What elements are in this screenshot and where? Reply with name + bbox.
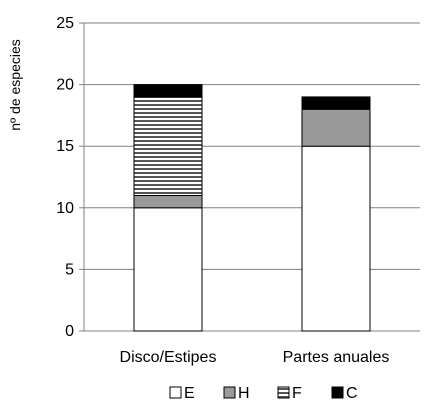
legend-swatch-h — [223, 386, 236, 399]
legend-swatch-e — [169, 386, 182, 399]
bar-segment-c — [301, 96, 371, 110]
y-tick-label: 5 — [65, 261, 74, 278]
y-tick-label: 15 — [56, 138, 74, 155]
y-tick-label: 10 — [56, 200, 74, 217]
legend-swatch-c — [331, 386, 344, 399]
y-axis-ticks: 0 5 10 15 20 25 — [56, 15, 84, 340]
x-category-label: Disco/Estipes — [120, 349, 217, 366]
bar-segment-h — [133, 194, 203, 209]
bar-segment-e — [301, 145, 371, 332]
y-tick-label: 0 — [65, 323, 74, 340]
y-tick-label: 20 — [56, 77, 74, 94]
bar-segment-c — [133, 84, 203, 98]
legend-swatch-f — [277, 386, 290, 399]
y-tick-label: 25 — [56, 15, 74, 32]
legend-label: F — [292, 385, 302, 402]
legend-label: C — [346, 385, 358, 402]
bar-segment-e — [133, 207, 203, 332]
x-category-label: Partes anuales — [283, 349, 390, 366]
legend-label: H — [238, 385, 250, 402]
x-axis-categories: Disco/Estipes Partes anuales — [120, 349, 390, 366]
bar-segment-f — [133, 96, 203, 196]
legend-label: E — [184, 385, 195, 402]
y-axis-label: nº de especies — [7, 39, 23, 131]
bar-segment-h — [301, 108, 371, 147]
bars — [133, 84, 371, 332]
